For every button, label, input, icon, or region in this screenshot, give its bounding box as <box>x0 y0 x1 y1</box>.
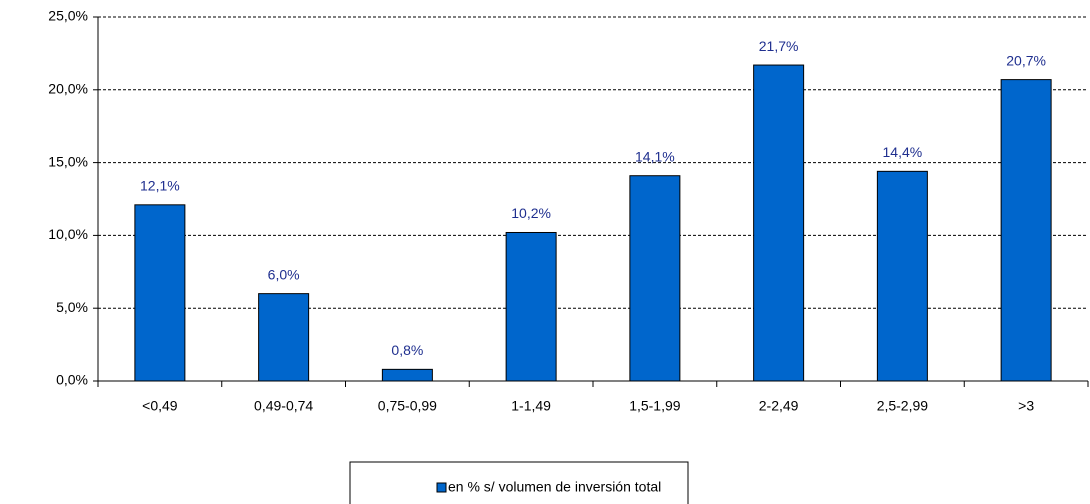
bar <box>258 293 310 382</box>
legend-swatch <box>436 482 447 493</box>
data-label: 6,0% <box>268 266 300 282</box>
x-tick-label: 2-2,49 <box>759 398 799 414</box>
x-tick-label: 1-1,49 <box>511 398 551 414</box>
x-tick-label: <0,49 <box>142 398 178 414</box>
data-label: 14,1% <box>635 148 675 164</box>
data-label: 21,7% <box>759 38 799 54</box>
x-tick-label: 0,75-0,99 <box>378 398 437 414</box>
legend-box <box>349 461 689 504</box>
x-tick-label: 2,5-2,99 <box>877 398 929 414</box>
bar <box>1000 79 1052 382</box>
bar <box>381 368 433 382</box>
bar <box>134 204 186 382</box>
x-tick-label: 0,49-0,74 <box>254 398 313 414</box>
y-tick-label: 25,0% <box>48 8 88 24</box>
data-label: 14,4% <box>883 144 923 160</box>
y-tick-label: 15,0% <box>48 153 88 169</box>
bar <box>753 64 805 382</box>
bar <box>629 175 681 382</box>
data-label: 20,7% <box>1006 52 1046 68</box>
x-tick-label: 1,5-1,99 <box>629 398 681 414</box>
data-label: 12,1% <box>140 178 180 194</box>
y-tick-label: 20,0% <box>48 81 88 97</box>
data-label: 0,8% <box>391 342 423 358</box>
y-tick-label: 10,0% <box>48 226 88 242</box>
data-label: 10,2% <box>511 205 551 221</box>
legend-label: en % s/ volumen de inversión total <box>448 479 661 495</box>
y-tick-label: 0,0% <box>56 372 88 388</box>
y-tick-label: 5,0% <box>56 299 88 315</box>
bar <box>505 231 557 382</box>
bar <box>876 170 928 382</box>
x-tick-label: >3 <box>1018 398 1034 414</box>
